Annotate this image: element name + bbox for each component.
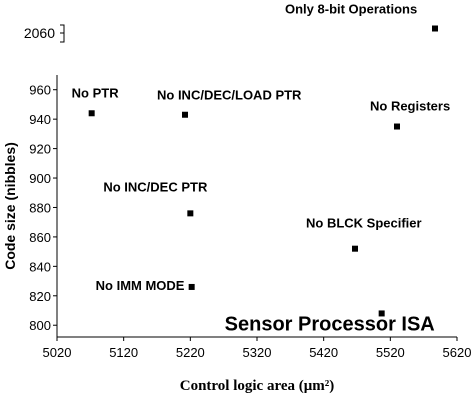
x-tick-label: 5120 <box>109 345 138 360</box>
point <box>432 25 438 32</box>
point-label: No BLCK Specifier <box>306 216 422 231</box>
point-label: Only 8-bit Operations <box>285 2 417 17</box>
point <box>187 210 194 217</box>
y-tick-label: 900 <box>29 171 51 186</box>
x-tick-label: 5520 <box>376 345 405 360</box>
point <box>188 283 195 290</box>
x-tick-label: 5320 <box>243 345 272 360</box>
y-tick-label: 800 <box>29 318 51 333</box>
point-label: No Registers <box>370 99 450 114</box>
y-tick-label: 860 <box>29 230 51 245</box>
point <box>394 123 400 130</box>
y-tick-label: 940 <box>29 112 51 127</box>
point <box>88 110 95 117</box>
point <box>352 245 358 252</box>
y-tick-label: 880 <box>29 200 51 215</box>
point-label: No PTR <box>72 85 120 100</box>
x-axis-label: Control logic area (μm²) <box>180 378 335 394</box>
y-break-tick-label: 2060 <box>24 25 55 41</box>
x-tick-label: 5420 <box>309 345 338 360</box>
point-label: No INC/DEC/LOAD PTR <box>157 88 302 103</box>
y-tick-label: 840 <box>29 259 51 274</box>
y-tick-label: 820 <box>29 289 51 304</box>
y-tick-label: 960 <box>29 83 51 98</box>
x-tick-label: 5020 <box>43 345 72 360</box>
point <box>378 310 385 317</box>
point <box>182 111 188 118</box>
y-axis-label: Code size (nibbles) <box>2 142 18 270</box>
x-tick-label: 5620 <box>443 345 472 360</box>
point-label: No IMM MODE <box>96 278 185 293</box>
point-label: Sensor Processor ISA <box>225 313 435 335</box>
y-tick-label: 920 <box>29 142 51 157</box>
point-label: No INC/DEC PTR <box>103 179 208 194</box>
x-tick-label: 5220 <box>176 345 205 360</box>
